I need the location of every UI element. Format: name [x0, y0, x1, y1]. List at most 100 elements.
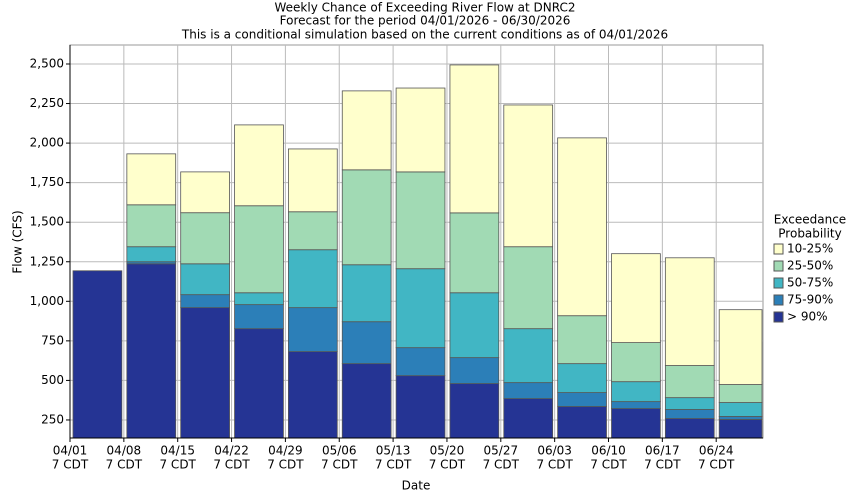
bar-segment	[341, 363, 392, 439]
bar-segment	[180, 307, 230, 439]
x-tick-label: 7 CDT	[698, 458, 735, 472]
bar-segment	[503, 246, 554, 330]
bar-segment	[718, 402, 763, 417]
y-tick-label: 1,000	[30, 294, 64, 308]
bar-segment	[234, 124, 284, 207]
bar-segment	[126, 246, 177, 263]
x-tick-label: 05/06	[322, 444, 357, 458]
bar-segment	[287, 307, 338, 353]
bar-segment	[180, 212, 230, 265]
bar-segment	[126, 204, 177, 248]
chart-title: Weekly Chance of Exceeding River Flow at…	[274, 1, 575, 15]
x-tick-label: 7 CDT	[429, 458, 466, 472]
bar-segment	[503, 398, 554, 439]
x-tick-label: 04/01	[53, 444, 88, 458]
legend-swatch	[773, 243, 784, 255]
bar-segment	[287, 148, 338, 213]
legend-label: 50-75%	[787, 276, 833, 290]
bar-segment	[557, 315, 607, 365]
chart-subtitle: This is a conditional simulation based o…	[181, 28, 668, 42]
bar-segment	[664, 365, 715, 399]
bar-segment	[718, 419, 763, 439]
y-tick-label: 1,750	[30, 175, 64, 189]
chart-subtitle: Forecast for the period 04/01/2026 - 06/…	[280, 14, 571, 28]
bar-segment	[449, 357, 500, 384]
legend-swatch	[773, 294, 784, 306]
x-tick-label: 05/13	[376, 444, 411, 458]
bar-segment	[611, 408, 661, 439]
x-tick-label: 7 CDT	[106, 458, 143, 472]
x-tick-label: 7 CDT	[213, 458, 250, 472]
bar-segment	[126, 263, 177, 439]
bar-segment	[449, 292, 500, 359]
bar-segment	[395, 171, 446, 270]
bar-segment	[395, 375, 446, 439]
x-tick-label: 7 CDT	[483, 458, 520, 472]
y-tick-label: 1,250	[30, 254, 64, 268]
legend-label: 75-90%	[787, 293, 833, 307]
x-tick-label: 7 CDT	[644, 458, 681, 472]
bar-segment	[664, 257, 715, 366]
bar-segment	[503, 104, 554, 248]
x-tick-label: 04/15	[160, 444, 195, 458]
bar-segment	[395, 347, 446, 377]
bar-segment	[664, 409, 715, 419]
bar-segment	[341, 321, 392, 365]
bar-segment	[718, 416, 763, 420]
x-tick-label: 7 CDT	[52, 458, 89, 472]
bar-segment	[503, 328, 554, 384]
x-tick-label: 7 CDT	[536, 458, 573, 472]
bar-segment	[287, 351, 338, 439]
bar-segment	[611, 253, 661, 343]
bar-segment	[503, 382, 554, 400]
legend-label: > 90%	[787, 310, 828, 324]
bar-segment	[234, 328, 284, 439]
bar-segment	[126, 153, 177, 206]
bar-segment	[611, 342, 661, 383]
x-tick-label: 7 CDT	[375, 458, 412, 472]
x-tick-label: 06/24	[699, 444, 734, 458]
x-tick-label: 05/27	[484, 444, 519, 458]
x-axis-label: Date	[402, 479, 431, 493]
bar-segment	[557, 363, 607, 393]
bar-segment	[557, 137, 607, 317]
y-tick-label: 2,000	[30, 136, 64, 150]
bar-segment	[449, 64, 500, 214]
bar-segment	[718, 384, 763, 403]
bar-segment	[718, 309, 763, 385]
x-tick-label: 06/10	[591, 444, 626, 458]
bar-segment	[449, 383, 500, 439]
x-tick-label: 7 CDT	[267, 458, 304, 472]
x-tick-label: 04/22	[214, 444, 249, 458]
legend-swatch	[773, 311, 784, 323]
x-tick-label: 7 CDT	[159, 458, 196, 472]
x-tick-label: 05/20	[430, 444, 465, 458]
y-tick-label: 1,500	[30, 215, 64, 229]
x-tick-label: 04/29	[268, 444, 303, 458]
y-tick-label: 750	[41, 333, 64, 347]
bar-segment	[341, 264, 392, 323]
bar-segment	[664, 397, 715, 410]
x-tick-label: 7 CDT	[321, 458, 358, 472]
bar-segment	[287, 211, 338, 251]
bar-segment	[449, 212, 500, 294]
legend-title: Probability	[778, 227, 841, 241]
x-tick-label: 06/17	[645, 444, 680, 458]
bar-segment	[180, 171, 230, 214]
bar-segment	[611, 401, 661, 409]
legend-label: 10-25%	[787, 242, 833, 256]
bar-segment	[72, 270, 123, 439]
legend-swatch	[773, 277, 784, 289]
x-tick-label: 7 CDT	[590, 458, 627, 472]
bar-segment	[664, 418, 715, 439]
bar-segment	[234, 205, 284, 294]
bar-segment	[341, 169, 392, 266]
bar-segment	[557, 406, 607, 439]
bar-segment	[234, 292, 284, 306]
x-tick-label: 06/03	[537, 444, 572, 458]
bar-segment	[180, 294, 230, 309]
legend-title: Exceedance	[774, 213, 846, 227]
bar-segment	[611, 381, 661, 403]
bar-segment	[287, 249, 338, 309]
